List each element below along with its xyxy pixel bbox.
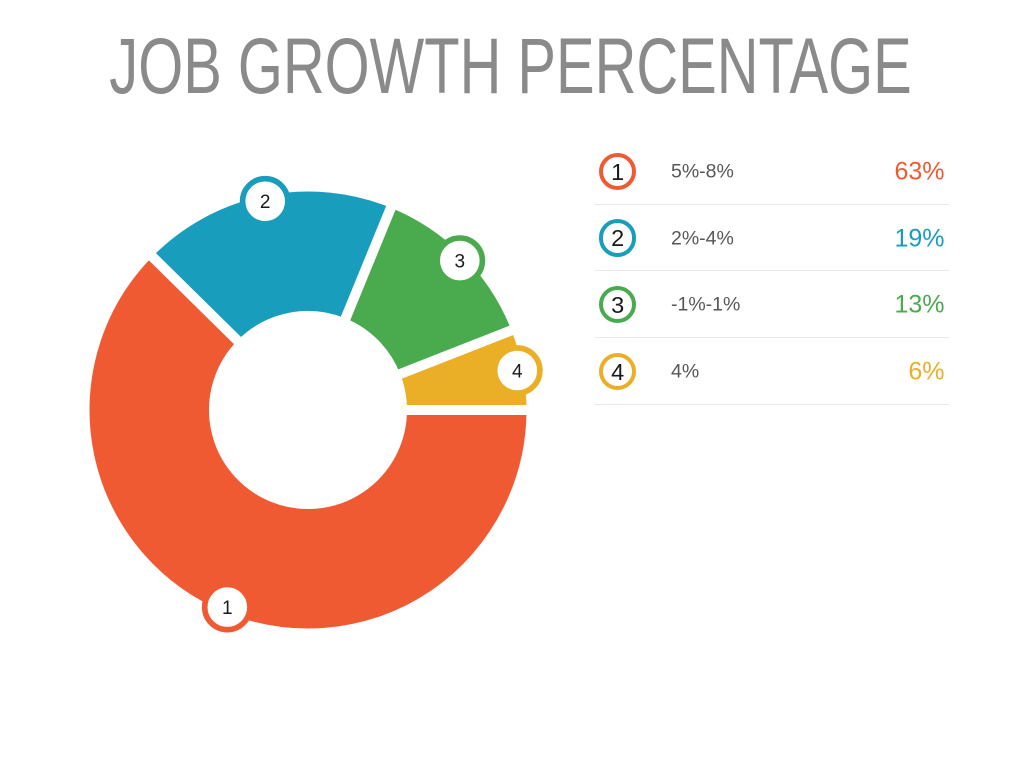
svg-text:4: 4: [512, 361, 523, 382]
svg-text:1: 1: [222, 598, 233, 619]
svg-text:2: 2: [260, 192, 271, 213]
svg-text:3: 3: [455, 252, 466, 273]
